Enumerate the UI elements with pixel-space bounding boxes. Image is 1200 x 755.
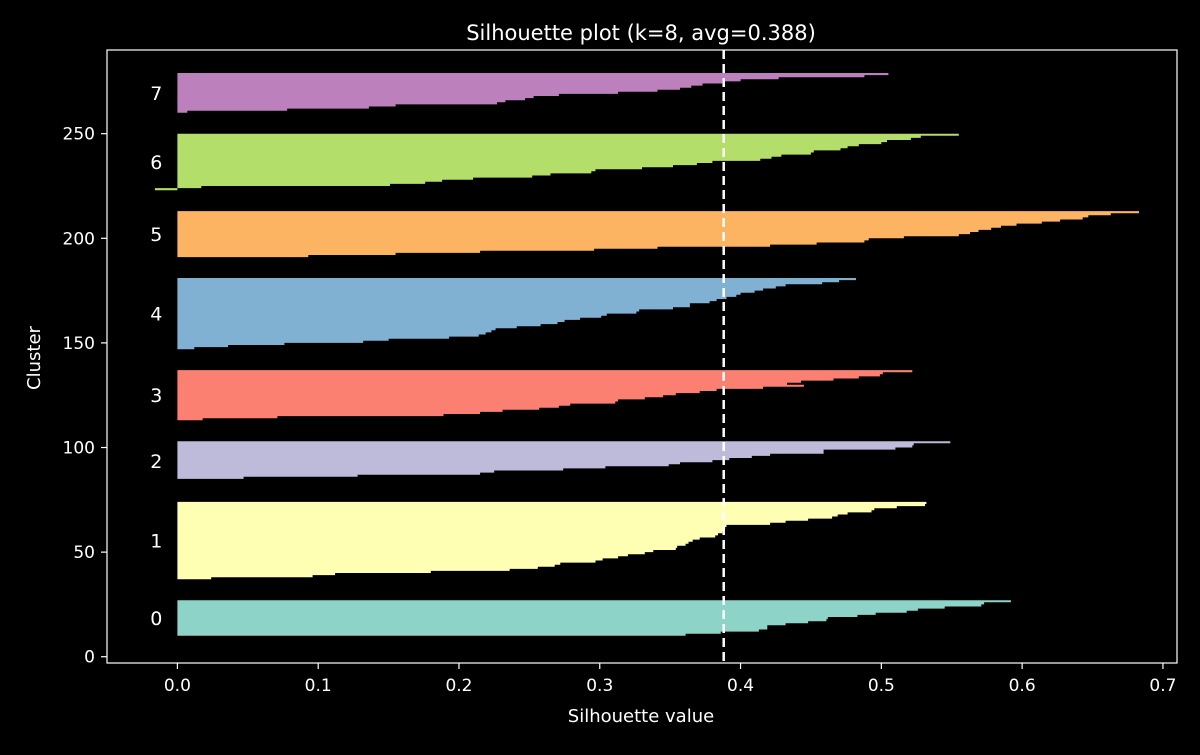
plot-area: 0 1 2 3 4 5 6 7 0.0 0.1 0.2 0.3 0.4 0.5 0.6 0.7 0 50 100 15…	[63, 49, 1178, 696]
cluster-4-silhouette	[177, 278, 856, 350]
y-tick-label: 50	[73, 543, 95, 563]
y-tick-label: 100	[63, 439, 95, 459]
axes-frame	[106, 49, 1178, 664]
y-tick-label: 0	[84, 648, 95, 668]
x-tick-label: 0.2	[445, 676, 472, 696]
cluster-1-label: 1	[150, 531, 162, 553]
x-tick-label: 0.4	[727, 676, 754, 696]
cluster-0-label: 0	[150, 608, 162, 630]
cluster-5-label: 5	[150, 224, 162, 246]
x-tick-label: 0.0	[164, 676, 191, 696]
y-axis-label: Cluster	[24, 325, 45, 389]
cluster-6-silhouette	[154, 133, 959, 191]
cluster-3-silhouette	[177, 370, 913, 421]
x-tick-label: 0.5	[868, 676, 895, 696]
cluster-7-silhouette	[177, 73, 889, 113]
cluster-3-label: 3	[150, 385, 162, 407]
cluster-5-silhouette	[177, 211, 1139, 258]
cluster-2-label: 2	[150, 451, 162, 473]
x-tick-label: 0.3	[586, 676, 613, 696]
chart-title: Silhouette plot (k=8, avg=0.388)	[466, 21, 816, 45]
x-tick-label: 0.1	[305, 676, 332, 696]
cluster-2-silhouette	[177, 441, 951, 481]
cluster-0-silhouette	[177, 600, 1011, 636]
y-tick-label: 150	[63, 334, 95, 354]
cluster-4-label: 4	[150, 304, 162, 326]
x-tick-label: 0.6	[1009, 676, 1036, 696]
y-tick-label: 200	[63, 229, 95, 249]
x-axis-label: Silhouette value	[568, 706, 714, 727]
x-tick-label: 0.7	[1149, 676, 1176, 696]
y-tick-label: 250	[63, 125, 95, 145]
cluster-1-silhouette	[177, 501, 927, 580]
cluster-6-label: 6	[150, 152, 162, 174]
cluster-7-label: 7	[150, 83, 162, 105]
